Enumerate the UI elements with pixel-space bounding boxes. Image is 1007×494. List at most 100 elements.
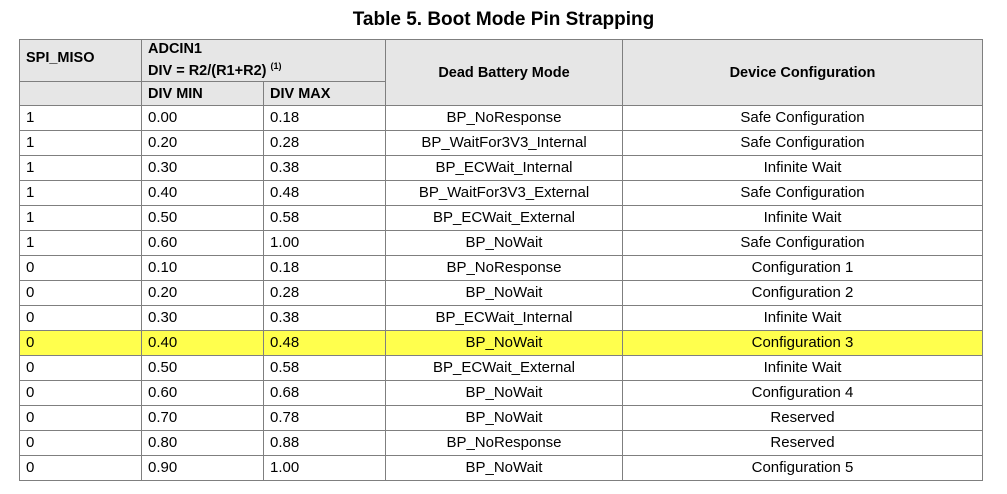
cell-div-max: 0.28 (263, 130, 386, 156)
cell-device-configuration: Reserved (622, 405, 983, 431)
cell-spi-miso: 0 (19, 430, 142, 456)
cell-div-min: 0.40 (141, 180, 264, 206)
table-row: 0 0.30 0.38 BP_ECWait_Internal Infinite Wait (19, 305, 983, 331)
table-body: 1 0.00 0.18 BP_NoResponse Safe Configuration… (19, 105, 983, 481)
cell-div-min: 0.70 (141, 405, 264, 431)
header-adcin1: ADCIN1 DIV = R2/(R1+R2) (1) (141, 39, 386, 82)
cell-dead-battery-mode: BP_NoResponse (385, 430, 623, 456)
table-row: 0 0.60 0.68 BP_NoWait Configuration 4 (19, 380, 983, 406)
table-row: 1 0.60 1.00 BP_NoWait Safe Configuration (19, 230, 983, 256)
table-row: 1 0.30 0.38 BP_ECWait_Internal Infinite Wait (19, 155, 983, 181)
cell-div-min: 0.80 (141, 430, 264, 456)
cell-spi-miso: 0 (19, 330, 142, 356)
table-row: 0 0.50 0.58 BP_ECWait_External Infinite Wait (19, 355, 983, 381)
table-row: 0 0.40 0.48 BP_NoWait Configuration 3 (19, 330, 983, 356)
table-row: 1 0.00 0.18 BP_NoResponse Safe Configuration (19, 105, 983, 131)
cell-div-min: 0.10 (141, 255, 264, 281)
table-row: 0 0.70 0.78 BP_NoWait Reserved (19, 405, 983, 431)
cell-device-configuration: Safe Configuration (622, 105, 983, 131)
cell-dead-battery-mode: BP_NoWait (385, 455, 623, 481)
cell-div-max: 0.38 (263, 305, 386, 331)
cell-div-max: 0.88 (263, 430, 386, 456)
cell-spi-miso: 1 (19, 105, 142, 131)
cell-device-configuration: Safe Configuration (622, 230, 983, 256)
header-spi-miso-blank (19, 81, 142, 106)
table-row: 1 0.20 0.28 BP_WaitFor3V3_Internal Safe Conf… (19, 130, 983, 156)
cell-dead-battery-mode: BP_WaitFor3V3_Internal (385, 130, 623, 156)
cell-spi-miso: 0 (19, 455, 142, 481)
cell-spi-miso: 0 (19, 280, 142, 306)
cell-device-configuration: Reserved (622, 430, 983, 456)
cell-div-min: 0.50 (141, 355, 264, 381)
cell-div-min: 0.60 (141, 380, 264, 406)
cell-dead-battery-mode: BP_NoWait (385, 380, 623, 406)
cell-device-configuration: Safe Configuration (622, 130, 983, 156)
cell-div-max: 0.48 (263, 330, 386, 356)
cell-div-max: 1.00 (263, 230, 386, 256)
table-row: 1 0.40 0.48 BP_WaitFor3V3_External Safe Conf… (19, 180, 983, 206)
header-adcin1-formula: DIV = R2/(R1+R2) (148, 62, 267, 79)
cell-device-configuration: Configuration 3 (622, 330, 983, 356)
header-device-configuration: Device Configuration (622, 39, 983, 106)
cell-div-min: 0.60 (141, 230, 264, 256)
cell-div-max: 0.58 (263, 355, 386, 381)
header-spi-miso: SPI_MISO (19, 39, 142, 82)
cell-div-max: 0.48 (263, 180, 386, 206)
table-row: 1 0.50 0.58 BP_ECWait_External Infinite Wait (19, 205, 983, 231)
cell-device-configuration: Configuration 5 (622, 455, 983, 481)
cell-dead-battery-mode: BP_NoWait (385, 405, 623, 431)
cell-div-max: 0.78 (263, 405, 386, 431)
header-div-min: DIV MIN (141, 81, 264, 106)
cell-spi-miso: 1 (19, 230, 142, 256)
header-dead-battery-mode: Dead Battery Mode (385, 39, 623, 106)
cell-dead-battery-mode: BP_ECWait_External (385, 355, 623, 381)
cell-div-min: 0.20 (141, 130, 264, 156)
cell-device-configuration: Infinite Wait (622, 205, 983, 231)
cell-div-max: 0.38 (263, 155, 386, 181)
cell-dead-battery-mode: BP_NoWait (385, 280, 623, 306)
cell-dead-battery-mode: BP_ECWait_External (385, 205, 623, 231)
cell-spi-miso: 0 (19, 405, 142, 431)
cell-div-max: 0.58 (263, 205, 386, 231)
cell-div-min: 0.90 (141, 455, 264, 481)
cell-div-max: 0.18 (263, 105, 386, 131)
cell-device-configuration: Infinite Wait (622, 155, 983, 181)
cell-spi-miso: 0 (19, 380, 142, 406)
table-row: 0 0.20 0.28 BP_NoWait Configuration 2 (19, 280, 983, 306)
header-adcin1-block: ADCIN1 DIV = R2/(R1+R2) (1) (148, 41, 379, 80)
cell-dead-battery-mode: BP_ECWait_Internal (385, 155, 623, 181)
table-header: SPI_MISO ADCIN1 DIV = R2/(R1+R2) (1) Dea… (19, 39, 983, 106)
header-row-1: SPI_MISO ADCIN1 DIV = R2/(R1+R2) (1) Dea… (19, 39, 983, 106)
header-adcin1-label: ADCIN1 (148, 41, 202, 58)
cell-div-max: 0.68 (263, 380, 386, 406)
cell-spi-miso: 0 (19, 305, 142, 331)
cell-device-configuration: Configuration 2 (622, 280, 983, 306)
cell-dead-battery-mode: BP_WaitFor3V3_External (385, 180, 623, 206)
boot-mode-pin-strapping-table: SPI_MISO ADCIN1 DIV = R2/(R1+R2) (1) Dea… (19, 39, 983, 481)
cell-device-configuration: Infinite Wait (622, 355, 983, 381)
table-row: 0 0.80 0.88 BP_NoResponse Reserved (19, 430, 983, 456)
cell-spi-miso: 1 (19, 155, 142, 181)
cell-div-min: 0.30 (141, 305, 264, 331)
cell-dead-battery-mode: BP_ECWait_Internal (385, 305, 623, 331)
cell-spi-miso: 1 (19, 180, 142, 206)
cell-div-min: 0.50 (141, 205, 264, 231)
cell-spi-miso: 0 (19, 255, 142, 281)
cell-div-max: 1.00 (263, 455, 386, 481)
cell-div-min: 0.40 (141, 330, 264, 356)
cell-device-configuration: Configuration 4 (622, 380, 983, 406)
cell-spi-miso: 0 (19, 355, 142, 381)
cell-dead-battery-mode: BP_NoWait (385, 330, 623, 356)
cell-device-configuration: Safe Configuration (622, 180, 983, 206)
table-row: 0 0.90 1.00 BP_NoWait Configuration 5 (19, 455, 983, 481)
cell-spi-miso: 1 (19, 130, 142, 156)
cell-spi-miso: 1 (19, 205, 142, 231)
cell-div-min: 0.20 (141, 280, 264, 306)
header-div-max: DIV MAX (263, 81, 386, 106)
table-row: 0 0.10 0.18 BP_NoResponse Configuration 1 (19, 255, 983, 281)
header-spi-miso-label: SPI_MISO (26, 49, 95, 66)
cell-dead-battery-mode: BP_NoResponse (385, 105, 623, 131)
cell-div-max: 0.28 (263, 280, 386, 306)
cell-dead-battery-mode: BP_NoResponse (385, 255, 623, 281)
cell-div-max: 0.18 (263, 255, 386, 281)
